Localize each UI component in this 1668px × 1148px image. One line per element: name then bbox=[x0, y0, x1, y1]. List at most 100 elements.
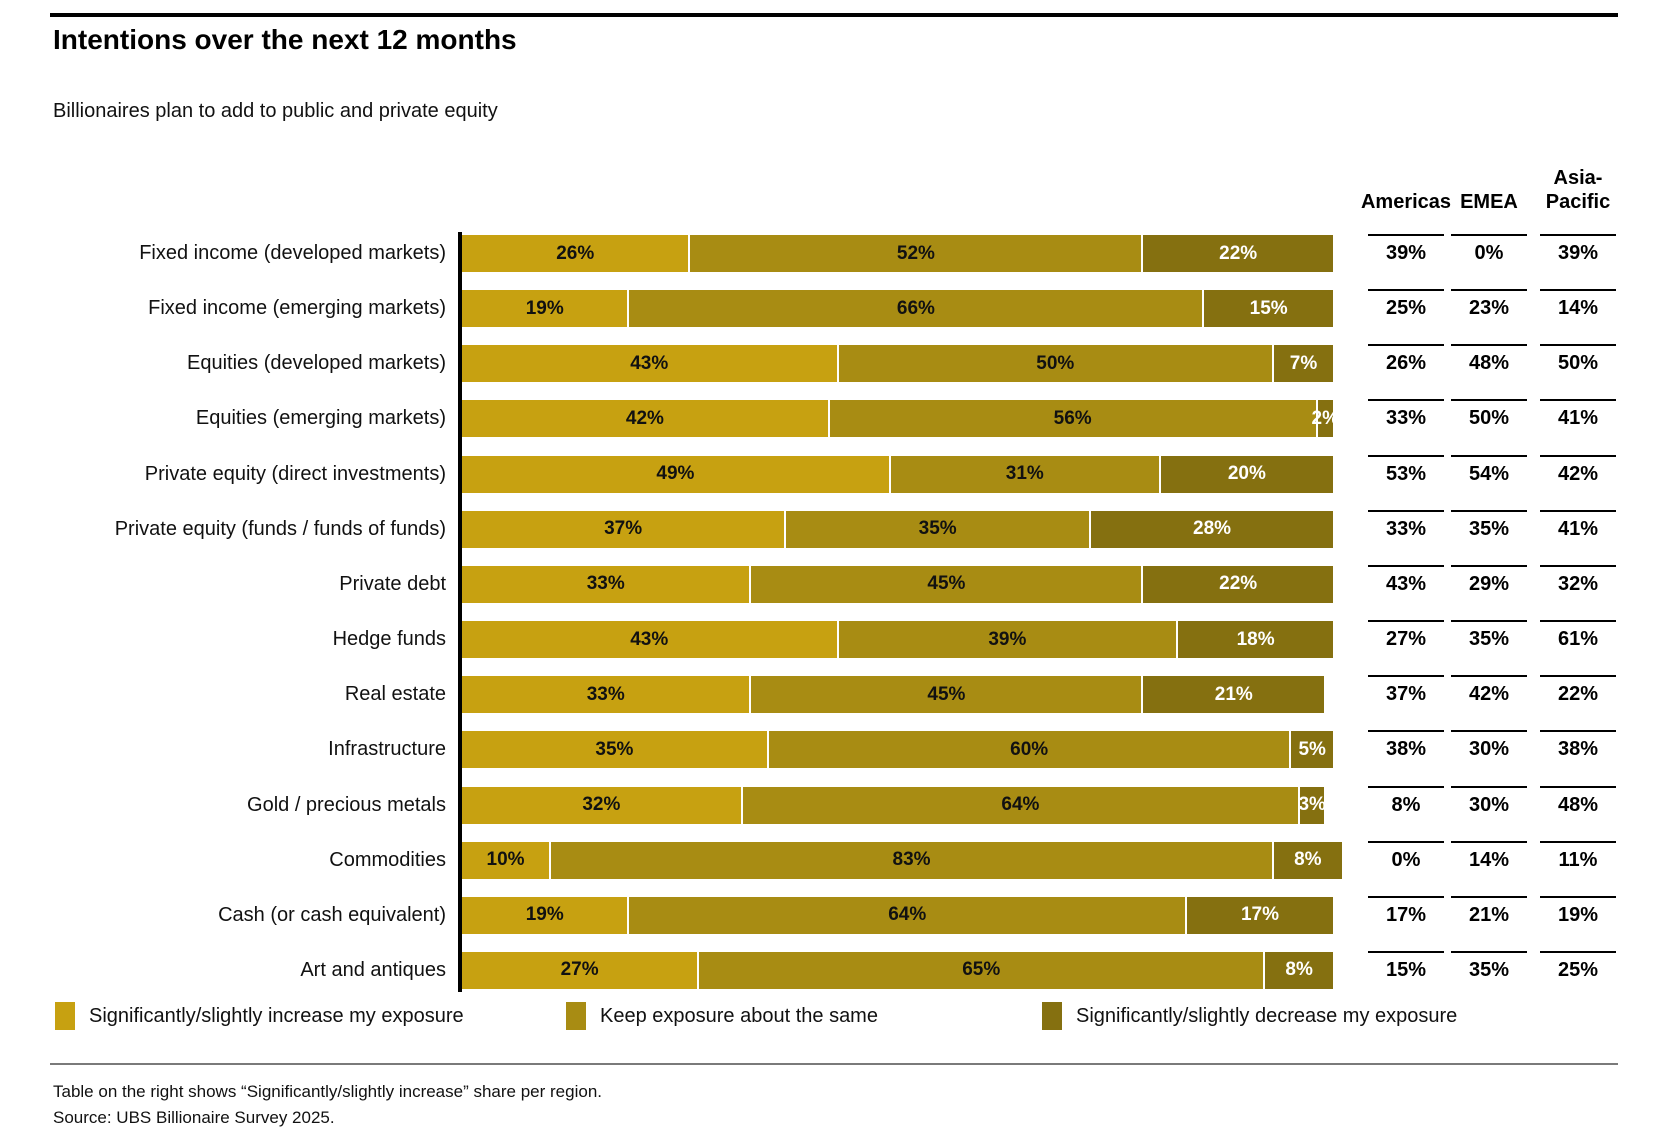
bar-segment-decrease: 17% bbox=[1186, 896, 1333, 934]
bar-segment-value: 28% bbox=[1193, 518, 1232, 540]
region-value-americas: 15% bbox=[1368, 950, 1444, 990]
chart-row: Commodities 10% 83% 8% 0% 14% 11% bbox=[0, 840, 1668, 880]
bar-segment-value: 83% bbox=[892, 849, 931, 871]
region-value-asia-pacific: 22% bbox=[1540, 675, 1616, 714]
bar-segment-same: 66% bbox=[629, 290, 1203, 328]
chart-row: Private equity (funds / funds of funds) 3… bbox=[0, 509, 1668, 549]
region-value-asia-pacific: 61% bbox=[1540, 620, 1616, 659]
bar-segment-value: 45% bbox=[927, 683, 966, 705]
chart-row: Equities (emerging markets) 42% 56% 2% 33% 50… bbox=[0, 399, 1668, 438]
bar-segment-increase: 26% bbox=[462, 235, 689, 272]
chart-row: Private equity (direct investments) 49% 31… bbox=[0, 454, 1668, 494]
region-value-americas: 33% bbox=[1368, 509, 1444, 549]
bar-segment-value: 35% bbox=[595, 738, 634, 760]
chart-row: Infrastructure 35% 60% 5% 38% 30% 38% bbox=[0, 730, 1668, 769]
region-value-americas: 33% bbox=[1368, 399, 1444, 438]
stacked-bar: 33% 45% 21% bbox=[462, 676, 1325, 714]
region-value-emea: 54% bbox=[1451, 454, 1527, 494]
region-value-emea: 35% bbox=[1451, 509, 1527, 549]
bar-segment-decrease: 7% bbox=[1274, 345, 1333, 383]
bar-segment-decrease: 2% bbox=[1312, 400, 1339, 438]
region-value-americas: 0% bbox=[1368, 840, 1444, 880]
bar-segment-value: 7% bbox=[1289, 352, 1318, 374]
chart-row: Equities (developed markets) 43% 50% 7% 26% 4… bbox=[0, 344, 1668, 383]
legend-swatch-increase bbox=[55, 1002, 75, 1030]
page-title: Intentions over the next 12 months bbox=[53, 24, 517, 55]
region-value-emea: 30% bbox=[1451, 785, 1527, 825]
bar-segment-same: 56% bbox=[829, 400, 1316, 438]
bar-segment-value: 8% bbox=[1285, 959, 1313, 981]
region-value-asia-pacific: 25% bbox=[1540, 950, 1616, 990]
bar-segment-value: 43% bbox=[630, 628, 669, 650]
region-value-americas: 38% bbox=[1368, 730, 1444, 769]
bar-segment-value: 19% bbox=[525, 904, 564, 926]
bar-segment-value: 43% bbox=[630, 352, 669, 374]
bar-segment-same: 64% bbox=[629, 896, 1185, 934]
row-label: Gold / precious metals bbox=[247, 793, 446, 816]
bar-segment-value: 64% bbox=[1001, 794, 1040, 815]
legend-swatch-same bbox=[566, 1002, 586, 1030]
stacked-bar: 32% 64% 3% bbox=[462, 786, 1326, 824]
stacked-bar: 42% 56% 2% bbox=[462, 400, 1339, 438]
footnote-source: Source: UBS Billionaire Survey 2025. bbox=[53, 1108, 335, 1127]
bar-segment-same: 83% bbox=[551, 841, 1273, 879]
stacked-bar: 43% 39% 18% bbox=[462, 621, 1333, 659]
bar-segment-increase: 33% bbox=[462, 565, 750, 603]
region-value-emea: 30% bbox=[1451, 730, 1527, 769]
bar-segment-same: 31% bbox=[890, 455, 1159, 493]
region-value-americas: 37% bbox=[1368, 675, 1444, 714]
top-rule bbox=[50, 13, 1618, 17]
bar-segment-value: 33% bbox=[586, 573, 625, 595]
stacked-bar: 27% 65% 8% bbox=[462, 951, 1333, 989]
bar-segment-decrease: 28% bbox=[1091, 510, 1333, 548]
stacked-bar: 43% 50% 7% bbox=[462, 345, 1333, 383]
bar-segment-value: 65% bbox=[962, 959, 1001, 981]
region-value-asia-pacific: 38% bbox=[1540, 730, 1616, 769]
bar-segment-value: 3% bbox=[1298, 794, 1326, 815]
region-value-americas: 8% bbox=[1368, 785, 1444, 825]
region-value-americas: 39% bbox=[1368, 234, 1444, 273]
chart-row: Hedge funds 43% 39% 18% 27% 35% 61% bbox=[0, 620, 1668, 659]
row-label: Commodities bbox=[329, 848, 446, 871]
chart-row: Art and antiques 27% 65% 8% 15% 35% 25% bbox=[0, 950, 1668, 990]
chart-row: Fixed income (emerging markets) 19% 66% 15%… bbox=[0, 289, 1668, 328]
bar-segment-value: 42% bbox=[625, 407, 664, 429]
bar-segment-value: 2% bbox=[1311, 407, 1339, 429]
row-label: Art and antiques bbox=[300, 958, 446, 981]
stacked-bar: 49% 31% 20% bbox=[462, 455, 1333, 493]
region-value-americas: 25% bbox=[1368, 289, 1444, 328]
region-table-header: Americas EMEA Asia-Pacific bbox=[0, 156, 1668, 214]
y-axis-line bbox=[458, 232, 462, 992]
stacked-bar: 33% 45% 22% bbox=[462, 565, 1333, 603]
bar-segment-same: 39% bbox=[838, 621, 1177, 659]
region-value-emea: 42% bbox=[1451, 675, 1527, 714]
chart-row: Cash (or cash equivalent) 19% 64% 17% 17% 21%… bbox=[0, 895, 1668, 935]
bar-segment-value: 60% bbox=[1010, 738, 1049, 760]
row-label: Private debt bbox=[339, 572, 446, 595]
bar-segment-increase: 10% bbox=[462, 841, 550, 879]
legend-label-increase: Significantly/slightly increase my expos… bbox=[89, 1004, 464, 1027]
region-value-asia-pacific: 19% bbox=[1540, 895, 1616, 935]
bar-segment-value: 19% bbox=[525, 297, 564, 319]
region-value-asia-pacific: 41% bbox=[1540, 399, 1616, 438]
region-value-asia-pacific: 32% bbox=[1540, 564, 1616, 604]
bar-segment-increase: 43% bbox=[462, 345, 837, 383]
region-value-emea: 50% bbox=[1451, 399, 1527, 438]
region-value-emea: 35% bbox=[1451, 950, 1527, 990]
legend-item-same: Keep exposure about the same bbox=[566, 1002, 878, 1030]
bar-segment-value: 18% bbox=[1236, 628, 1275, 650]
legend-label-same: Keep exposure about the same bbox=[600, 1004, 878, 1027]
region-value-asia-pacific: 14% bbox=[1540, 289, 1616, 328]
legend-label-decrease: Significantly/slightly decrease my expos… bbox=[1076, 1004, 1458, 1027]
bar-segment-decrease: 18% bbox=[1178, 621, 1333, 659]
chart-subtitle: Billionaires plan to add to public and p… bbox=[53, 100, 498, 122]
region-value-americas: 43% bbox=[1368, 564, 1444, 604]
bar-segment-same: 65% bbox=[699, 951, 1264, 989]
bar-segment-increase: 49% bbox=[462, 455, 889, 493]
bar-segment-increase: 27% bbox=[462, 951, 698, 989]
bar-segment-value: 35% bbox=[918, 518, 957, 540]
region-value-asia-pacific: 39% bbox=[1540, 234, 1616, 273]
bar-segment-increase: 42% bbox=[462, 400, 828, 438]
bar-segment-value: 8% bbox=[1294, 849, 1322, 871]
region-value-americas: 26% bbox=[1368, 344, 1444, 383]
